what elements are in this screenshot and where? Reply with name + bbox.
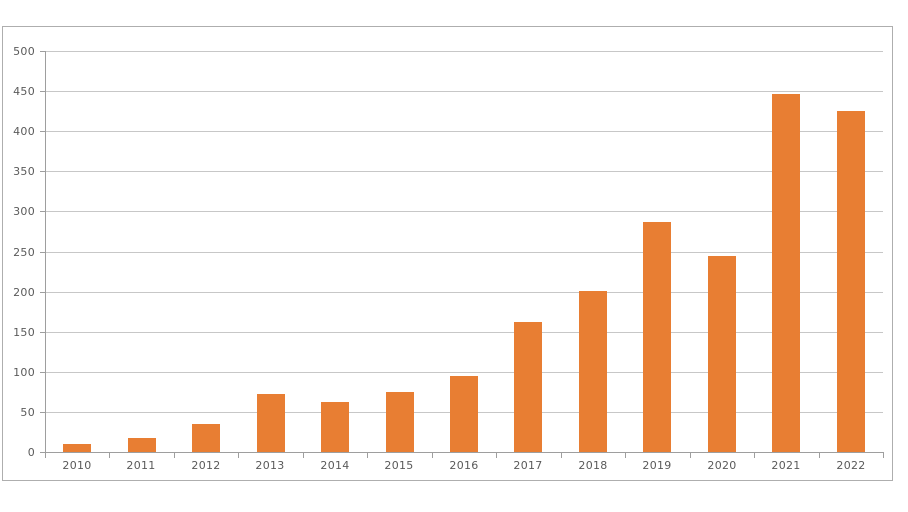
x-axis-tick-11 (754, 453, 755, 458)
gridline-500 (45, 51, 883, 52)
gridline-350 (45, 171, 883, 172)
y-axis-tick-450 (40, 91, 45, 92)
bar-2016 (450, 376, 478, 452)
bar-2014 (321, 402, 349, 452)
y-axis-label-150: 150 (13, 326, 35, 339)
y-axis-label-250: 250 (13, 246, 35, 259)
y-axis-tick-150 (40, 332, 45, 333)
gridline-300 (45, 211, 883, 212)
gridline-400 (45, 131, 883, 132)
y-axis-tick-0 (40, 452, 45, 453)
y-axis-label-0: 0 (27, 446, 35, 459)
y-axis-tick-300 (40, 211, 45, 212)
y-axis-label-100: 100 (13, 366, 35, 379)
y-axis-label-400: 400 (13, 125, 35, 138)
x-axis-tick-6 (432, 453, 433, 458)
x-axis-tick-3 (238, 453, 239, 458)
bar-2013 (257, 394, 285, 452)
x-axis-tick-9 (625, 453, 626, 458)
y-axis-tick-250 (40, 252, 45, 253)
y-axis-tick-400 (40, 131, 45, 132)
y-axis-tick-350 (40, 171, 45, 172)
x-axis-tick-1 (109, 453, 110, 458)
bar-2012 (192, 424, 220, 452)
gridline-250 (45, 252, 883, 253)
bar-2021 (772, 94, 800, 452)
gridline-150 (45, 332, 883, 333)
bar-2015 (386, 392, 414, 452)
y-axis-label-450: 450 (13, 85, 35, 98)
y-axis-label-300: 300 (13, 205, 35, 218)
x-axis-label-2019: 2019 (642, 459, 672, 472)
x-axis-label-2012: 2012 (191, 459, 221, 472)
x-axis-tick-0 (45, 453, 46, 458)
x-axis-label-2010: 2010 (62, 459, 92, 472)
x-axis-tick-2 (174, 453, 175, 458)
x-axis-tick-10 (690, 453, 691, 458)
y-axis-line (45, 51, 46, 452)
x-axis-tick-13 (883, 453, 884, 458)
x-axis-tick-4 (303, 453, 304, 458)
x-axis-label-2011: 2011 (126, 459, 156, 472)
gridline-450 (45, 91, 883, 92)
x-axis-label-2018: 2018 (578, 459, 608, 472)
bar-2020 (708, 256, 736, 452)
x-axis-tick-7 (496, 453, 497, 458)
chart-frame (2, 26, 893, 481)
y-axis-tick-200 (40, 292, 45, 293)
x-axis-label-2021: 2021 (771, 459, 801, 472)
x-axis-tick-12 (819, 453, 820, 458)
bar-2018 (579, 291, 607, 452)
y-axis-tick-100 (40, 372, 45, 373)
y-axis-label-50: 50 (20, 406, 35, 419)
bar-2010 (63, 444, 91, 452)
bar-2011 (128, 438, 156, 452)
x-axis-line (45, 452, 884, 453)
y-axis-label-200: 200 (13, 286, 35, 299)
y-axis-tick-500 (40, 51, 45, 52)
x-axis-tick-8 (561, 453, 562, 458)
x-axis-label-2014: 2014 (320, 459, 350, 472)
x-axis-label-2015: 2015 (384, 459, 414, 472)
x-axis-label-2022: 2022 (836, 459, 866, 472)
y-axis-tick-50 (40, 412, 45, 413)
bar-2017 (514, 322, 542, 452)
bar-2022 (837, 111, 865, 452)
y-axis-label-350: 350 (13, 165, 35, 178)
x-axis-label-2016: 2016 (449, 459, 479, 472)
x-axis-label-2017: 2017 (513, 459, 543, 472)
y-axis-label-500: 500 (13, 45, 35, 58)
x-axis-label-2020: 2020 (707, 459, 737, 472)
gridline-100 (45, 372, 883, 373)
x-axis-label-2013: 2013 (255, 459, 285, 472)
gridline-200 (45, 292, 883, 293)
bar-2019 (643, 222, 671, 452)
x-axis-tick-5 (367, 453, 368, 458)
